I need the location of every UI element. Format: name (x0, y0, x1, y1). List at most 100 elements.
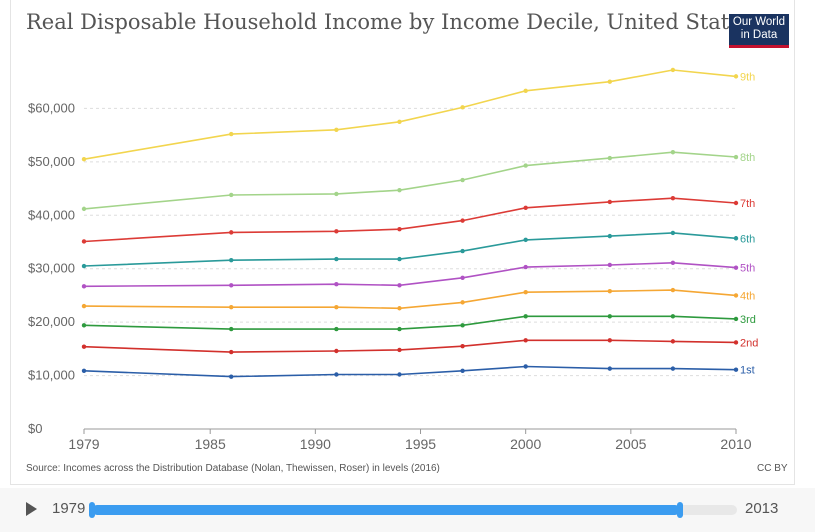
data-point (460, 105, 465, 110)
y-tick-label: $60,000 (28, 100, 75, 115)
data-point (397, 306, 402, 311)
data-point (523, 364, 528, 369)
data-point (81, 344, 87, 349)
x-tick-label: 2005 (615, 436, 646, 452)
license-link[interactable]: CC BY (757, 463, 788, 474)
x-tick-label: 2000 (510, 436, 541, 452)
data-point (460, 368, 465, 373)
data-point (607, 233, 613, 239)
y-tick-label: $40,000 (28, 207, 75, 222)
y-tick-label: $10,000 (28, 368, 75, 383)
series-line (83, 261, 737, 288)
data-point (607, 314, 613, 319)
data-point (460, 248, 465, 254)
data-point (229, 283, 234, 288)
data-point (523, 314, 528, 319)
data-point (229, 326, 234, 332)
logo-line-1: Our World (732, 16, 786, 28)
data-point (334, 348, 339, 354)
series-label: 6th (740, 233, 755, 245)
data-point (523, 163, 528, 168)
timeline-start-year: 1979 (52, 500, 86, 517)
data-point (397, 347, 402, 353)
y-tick-label: $0 (28, 421, 42, 436)
data-point (670, 67, 676, 73)
data-point (229, 374, 234, 379)
data-point (334, 372, 339, 377)
data-point (733, 236, 739, 241)
data-point (229, 304, 234, 310)
data-point (733, 265, 739, 270)
play-icon[interactable] (26, 502, 37, 516)
series-line (83, 289, 737, 310)
line-chart: $0 $10,000 $20,000 $30,000 $40,000 $50,000 $60… (28, 67, 758, 452)
x-tick-label: 1985 (195, 436, 226, 452)
data-point (81, 284, 87, 289)
series-label: 4th (740, 290, 755, 302)
data-point (607, 155, 613, 161)
data-point (397, 283, 402, 288)
data-point (81, 303, 87, 309)
data-point (81, 323, 87, 328)
series-label: 7th (740, 198, 755, 210)
x-tick-label: 1979 (68, 436, 99, 452)
data-point (670, 230, 676, 236)
data-point (334, 127, 339, 132)
series-line (83, 339, 737, 353)
data-point (523, 237, 528, 243)
data-point (607, 338, 613, 343)
owid-logo[interactable]: Our World in Data (729, 14, 789, 48)
data-point (523, 88, 528, 93)
logo-line-2: in Data (740, 29, 778, 41)
x-tick-label: 1995 (405, 436, 436, 452)
data-point (397, 372, 402, 377)
series-line (83, 315, 737, 330)
x-tick-label: 1990 (300, 436, 331, 452)
series-label: 2nd (740, 337, 758, 349)
timeline-end-handle[interactable] (677, 502, 684, 518)
chart-title: Real Disposable Household Income by Inco… (26, 10, 753, 34)
timeline-bar: 1979 2013 (0, 488, 815, 532)
data-point (334, 326, 339, 332)
data-point (733, 74, 739, 79)
data-point (229, 230, 234, 235)
data-point (334, 191, 339, 197)
timeline-start-handle[interactable] (89, 502, 95, 518)
data-point (334, 282, 339, 287)
data-point (733, 367, 739, 372)
data-point (460, 275, 465, 280)
y-tick-label: $30,000 (28, 261, 75, 276)
data-point (607, 79, 613, 84)
data-point (607, 262, 613, 268)
data-point (334, 256, 339, 262)
data-point (460, 300, 465, 305)
data-point (523, 205, 528, 211)
data-point (334, 304, 339, 310)
data-point (397, 187, 402, 193)
series-label: 1st (740, 365, 755, 377)
data-point (670, 366, 676, 371)
data-point (81, 263, 87, 269)
data-point (733, 293, 739, 298)
data-point (523, 338, 528, 343)
data-point (607, 199, 613, 205)
data-point (670, 339, 676, 344)
data-point (670, 260, 676, 266)
data-point (733, 316, 739, 322)
data-point (81, 156, 87, 162)
series-label: 5th (740, 263, 755, 275)
data-point (334, 229, 339, 234)
data-point (607, 366, 613, 371)
data-point (229, 257, 234, 263)
data-point (397, 226, 402, 232)
data-point (733, 340, 739, 345)
y-tick-label: $20,000 (28, 314, 75, 329)
chart-frame (10, 0, 795, 485)
data-point (523, 264, 528, 270)
data-point (81, 239, 87, 244)
data-point (81, 206, 87, 212)
data-point (397, 256, 402, 262)
data-point (460, 323, 465, 328)
data-point (523, 290, 528, 295)
source-note[interactable]: Source: Incomes across the Distribution … (26, 463, 440, 474)
